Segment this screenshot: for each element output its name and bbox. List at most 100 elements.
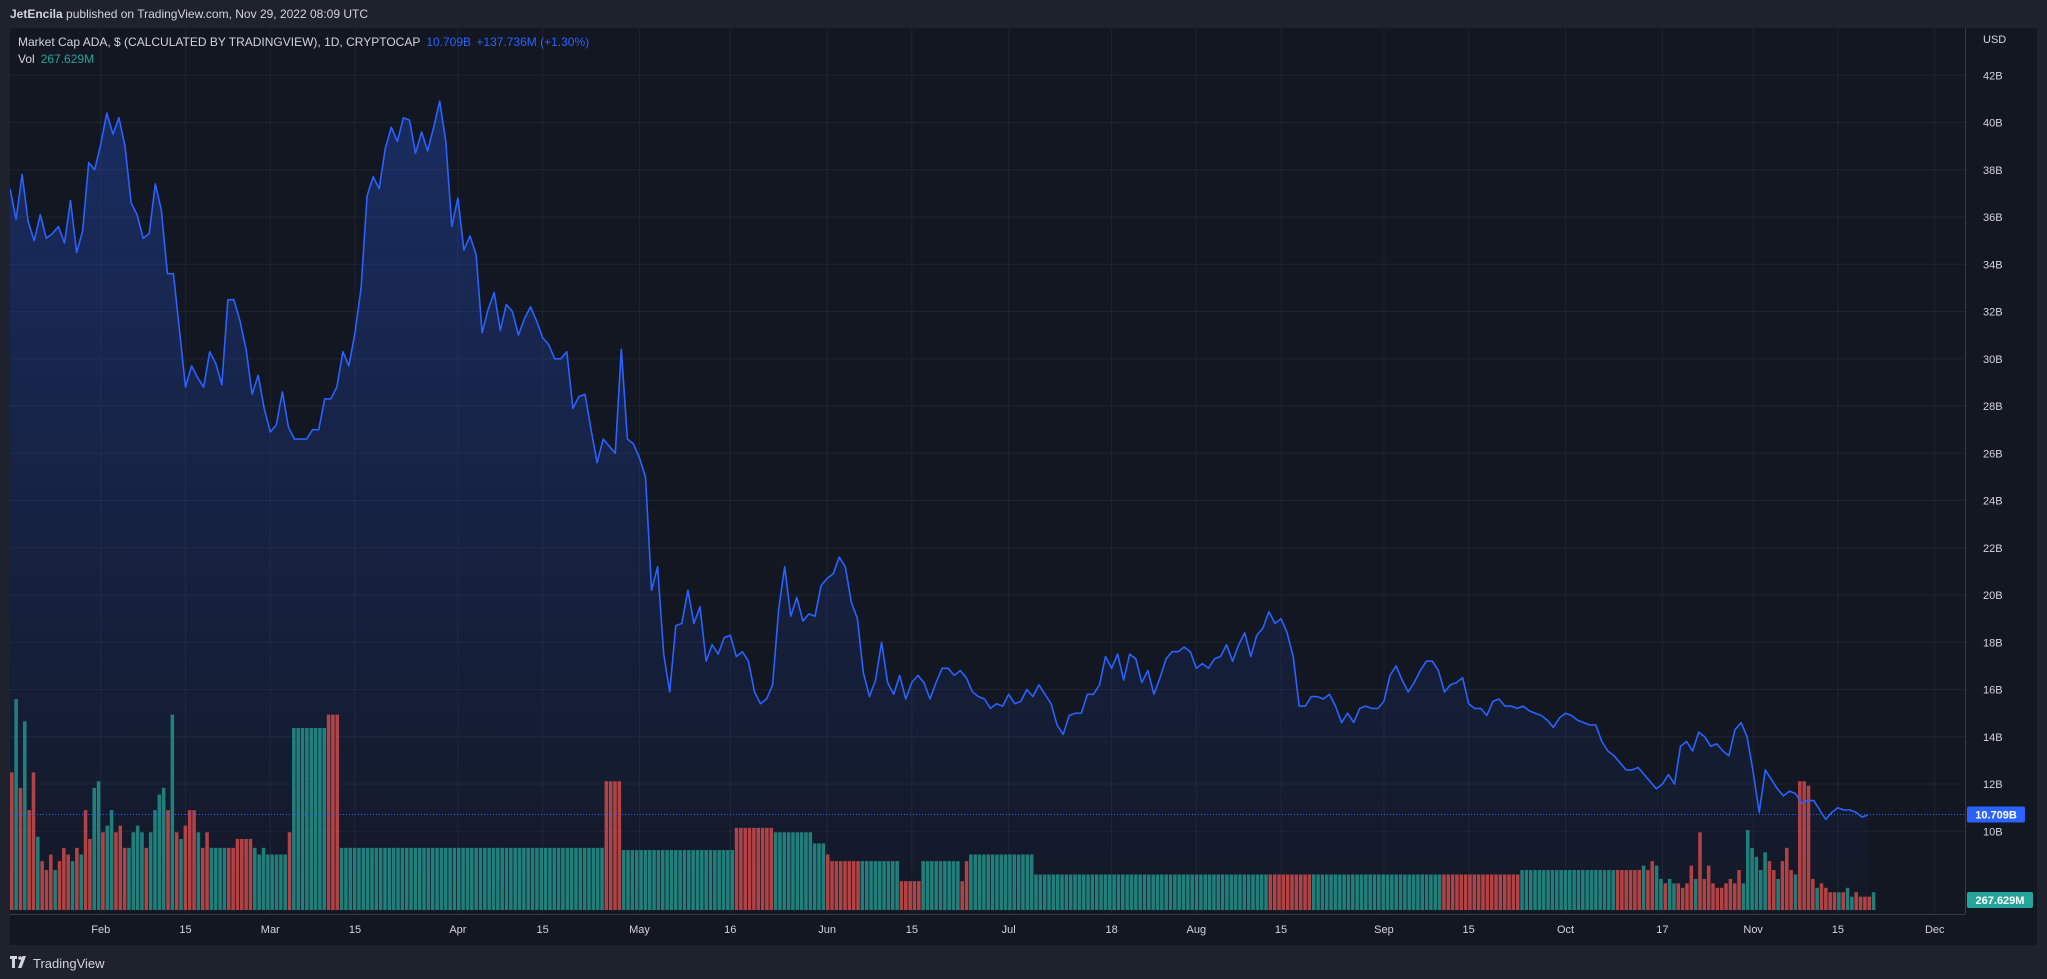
volume-bar [1698,832,1702,910]
volume-bar [274,854,279,910]
volume-bar [1615,870,1620,910]
volume-bar [1468,874,1472,910]
volume-bar [457,847,461,910]
volume-bar [1298,874,1303,910]
volume-bar [1272,874,1277,910]
volume-bar [1854,892,1858,910]
volume-bar [161,787,166,910]
volume-bar [921,861,925,910]
volume-bar [235,838,240,910]
volume-bar [200,847,205,910]
volume-bar [474,847,478,910]
volume-bar [1164,874,1168,910]
volume-bar [1025,854,1030,910]
volume-bar [621,850,626,910]
volume-bar [305,727,309,910]
volume-bar [1290,874,1294,910]
volume-bar [812,843,817,910]
volume-bar [1719,887,1724,910]
volume-bar [1212,874,1216,910]
volume-bar [817,843,821,910]
volume-bar [1220,874,1225,910]
chart-svg[interactable]: USD 10B 12B 14B 16B 18B 20B 22B 24B 26B 28B 30B 32B 3… [10,28,2037,945]
x-tick-label: 18 [1105,924,1117,936]
volume-bar [253,847,257,910]
volume-bar [465,847,470,910]
volume-bar [135,825,140,910]
footer-bar: TradingView [0,945,2047,979]
volume-bar [83,810,88,910]
volume-bar [1750,847,1754,910]
volume-bar [1012,854,1017,910]
volume-bar [1338,874,1342,910]
volume-bar [322,727,327,910]
volume-bar [1654,865,1659,910]
volume-bar [1863,896,1867,910]
volume-bar [634,850,639,910]
volume-bar [1489,874,1494,910]
volume-bar [1068,874,1073,910]
volume-bar [626,850,630,910]
author-name[interactable]: JetEncila [10,7,63,21]
chart-pane[interactable]: USD 10B 12B 14B 16B 18B 20B 22B 24B 26B 28B 30B 32B 3… [10,28,2037,945]
volume-bar [1507,874,1511,910]
volume-bar [1711,883,1715,910]
volume-bar [869,861,873,910]
volume-bar [1207,874,1212,910]
volume-bar [496,847,500,910]
y-tick-label: 42B [1983,70,2003,82]
volume-bar [1134,874,1138,910]
market-cap-line [10,100,1869,821]
volume-bar [908,881,912,910]
price-axis[interactable]: USD 10B 12B 14B 16B 18B 20B 22B 24B 26B 28B 30B 32B 3… [1965,28,2037,945]
y-tick-label: 14B [1983,732,2003,744]
volume-bar [192,810,196,910]
volume-bar [513,847,517,910]
volume-bar [1294,874,1299,910]
volume-bar [109,810,114,910]
volume-bar [174,832,179,910]
volume-bar [1151,874,1155,910]
volume-bar [1073,874,1077,910]
y-tick-label: 24B [1983,496,2003,508]
time-axis[interactable]: Feb 15 Mar 15 Apr 15 May 16 Jun 15 Jul 18 Aug 15 Sep 15… [10,914,1965,937]
publish-date: published on TradingView.com, Nov 29, 20… [66,7,369,21]
volume-bar [1403,874,1407,910]
volume-bar [591,847,596,910]
volume-bar [838,861,843,910]
volume-bar [847,861,852,910]
volume-bar [1741,883,1746,910]
volume-bar [1333,874,1338,910]
volume-bar [1685,883,1689,910]
volume-bar [1524,870,1529,910]
volume-bar [1581,870,1585,910]
volume-bar [1706,865,1711,910]
volume-bar [782,832,787,910]
legend-volume-row[interactable]: Vol 267.629M [18,51,589,68]
volume-bar [1515,874,1520,910]
volume-bar [526,847,530,910]
volume-bar [1563,870,1568,910]
tradingview-logo[interactable]: TradingView [10,955,105,971]
volume-bar [1029,854,1034,910]
legend-main-row[interactable]: Market Cap ADA, $ (CALCULATED BY TRADING… [18,34,589,51]
volume-bar [1702,878,1707,910]
volume-bar [1186,874,1190,910]
volume-bar [1637,870,1642,910]
legend-title: Market Cap ADA, $ (CALCULATED BY TRADING… [18,35,421,49]
volume-bar [1368,874,1372,910]
volume-bar [977,854,982,910]
volume-bar [1758,870,1763,910]
volume-bar [1463,874,1468,910]
volume-bar [148,832,153,910]
volume-bar [1780,861,1785,910]
last-price-badge [1967,806,2025,823]
volume-bar [1437,874,1442,910]
volume-bar [1724,883,1728,910]
volume-bar [1811,878,1815,910]
volume-bar [652,850,656,910]
volume-bar [365,847,370,910]
volume-bar [348,847,353,910]
volume-bar [1168,874,1173,910]
volume-bar [1693,878,1698,910]
